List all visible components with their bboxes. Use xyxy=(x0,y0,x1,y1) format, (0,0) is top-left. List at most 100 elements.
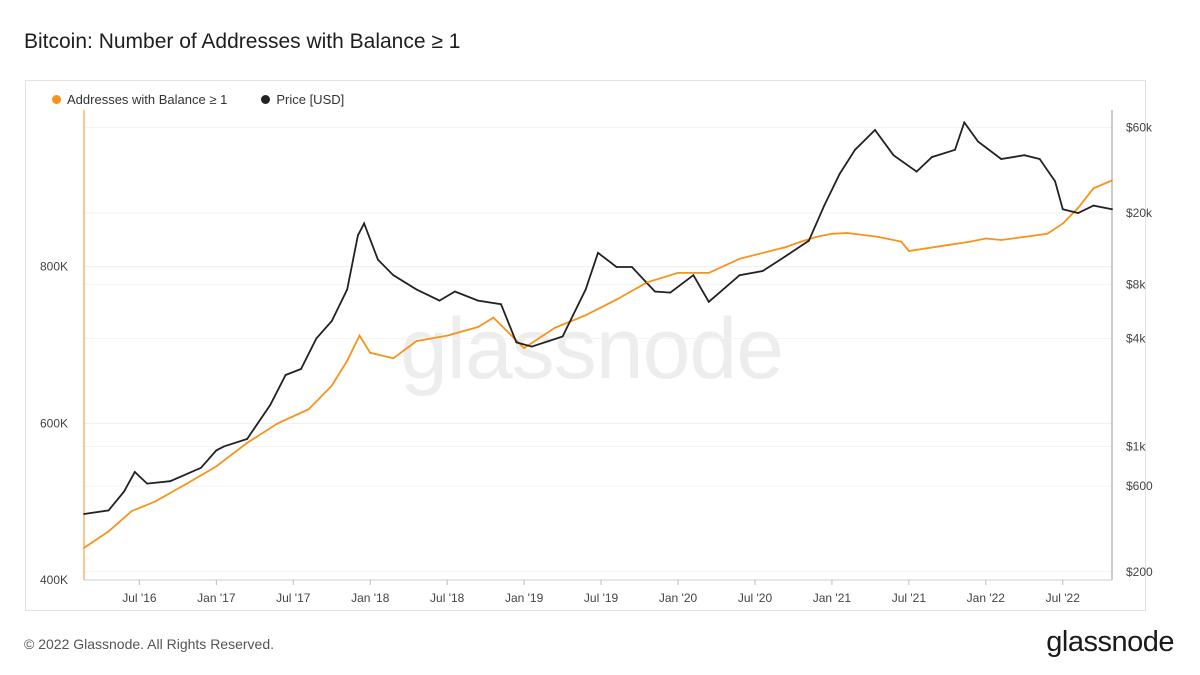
data-point-price xyxy=(107,509,110,512)
data-point-addresses xyxy=(969,240,972,243)
data-point-price xyxy=(1111,208,1113,211)
data-point-addresses xyxy=(1061,222,1064,225)
data-point-price xyxy=(477,299,479,302)
data-point-price xyxy=(133,471,136,473)
data-point-price xyxy=(315,337,318,340)
data-point-addresses xyxy=(784,246,787,248)
x-tick-label: Jul '20 xyxy=(738,591,773,605)
right-tick-label: $200 xyxy=(1126,565,1153,579)
data-point-price xyxy=(669,291,672,294)
data-point-addresses xyxy=(815,236,818,238)
data-point-addresses xyxy=(446,334,449,337)
chart-panel xyxy=(25,80,1146,611)
data-point-addresses xyxy=(392,357,395,360)
right-tick-label: $60k xyxy=(1126,120,1153,134)
right-axis-ticks: $200 $600 $1k $4k $8k $20k $60k xyxy=(1126,120,1153,578)
data-point-price xyxy=(807,239,810,242)
data-point-price xyxy=(146,482,148,485)
data-point-price xyxy=(854,148,856,151)
left-axis-ticks: 400K 600K 800K xyxy=(40,260,68,587)
data-point-addresses xyxy=(358,334,361,337)
data-point-price xyxy=(515,341,518,344)
copyright-text: © 2022 Glassnode. All Rights Reserved. xyxy=(24,636,275,652)
data-point-addresses xyxy=(615,298,618,301)
data-point-price xyxy=(630,266,633,268)
right-tick-label: $600 xyxy=(1126,479,1153,493)
data-point-addresses xyxy=(877,236,879,238)
data-point-addresses xyxy=(523,347,526,350)
data-point-addresses xyxy=(707,272,710,274)
data-point-price xyxy=(597,251,599,254)
data-point-price xyxy=(915,170,918,173)
data-point-price xyxy=(346,288,349,291)
data-point-price xyxy=(874,129,876,131)
data-point-price xyxy=(561,335,564,338)
data-point-addresses xyxy=(907,250,910,252)
chart-title: Bitcoin: Number of Addresses with Balanc… xyxy=(24,30,461,53)
data-point-addresses xyxy=(1092,187,1095,190)
data-point-addresses xyxy=(938,245,941,248)
data-point-price xyxy=(1038,158,1041,160)
data-point-price xyxy=(330,320,333,322)
data-point-price xyxy=(500,303,502,306)
series-points xyxy=(83,121,1113,549)
x-tick-label: Jan '19 xyxy=(505,591,544,605)
data-point-addresses xyxy=(184,483,187,486)
data-point-price xyxy=(977,140,980,143)
data-point-addresses xyxy=(800,240,803,243)
data-point-addresses xyxy=(554,326,556,329)
data-point-addresses xyxy=(277,422,279,425)
chart-legend: Addresses with Balance ≥ 1 Price [USD] xyxy=(52,92,344,107)
data-point-price xyxy=(784,255,787,257)
data-point-price xyxy=(246,438,249,440)
data-point-addresses xyxy=(600,306,602,309)
right-tick-label: $4k xyxy=(1126,331,1146,345)
x-tick-label: Jul '18 xyxy=(430,591,465,605)
data-point-price xyxy=(1092,204,1095,207)
grid-lines xyxy=(84,126,1112,581)
data-point-price xyxy=(738,274,741,277)
data-point-addresses xyxy=(984,237,987,240)
data-point-price xyxy=(415,288,418,291)
data-point-price xyxy=(1023,154,1026,157)
x-axis-ticks: Jul '16 Jan '17 Jul '17 Jan '18 Jul '18 Jan '… xyxy=(122,580,1080,605)
legend-item-addresses[interactable]: Addresses with Balance ≥ 1 xyxy=(52,92,227,107)
data-point-addresses xyxy=(477,326,479,328)
data-point-price xyxy=(584,288,587,291)
x-tick-label: Jan '18 xyxy=(351,591,390,605)
data-point-addresses xyxy=(346,359,349,362)
data-point-price xyxy=(215,449,218,452)
data-point-price xyxy=(838,173,841,175)
data-point-addresses xyxy=(369,351,372,354)
x-tick-label: Jul '19 xyxy=(584,591,619,605)
data-point-price xyxy=(363,222,365,225)
legend-item-price[interactable]: Price [USD] xyxy=(261,92,344,107)
data-point-addresses xyxy=(1023,236,1026,238)
legend-label-price: Price [USD] xyxy=(276,92,345,107)
data-point-price xyxy=(530,345,533,348)
data-point-price xyxy=(1054,180,1056,183)
data-point-price xyxy=(200,466,202,469)
data-point-addresses xyxy=(1046,232,1049,235)
right-tick-label: $1k xyxy=(1126,439,1146,453)
left-tick-label: 400K xyxy=(40,573,68,587)
data-point-price xyxy=(707,300,710,303)
data-point-addresses xyxy=(330,384,333,387)
data-point-addresses xyxy=(754,254,756,256)
data-point-addresses xyxy=(153,500,156,503)
data-point-price xyxy=(1000,158,1003,160)
right-tick-label: $20k xyxy=(1126,206,1153,220)
data-point-price xyxy=(692,274,695,277)
data-point-price xyxy=(357,234,359,237)
data-point-addresses xyxy=(1111,179,1113,182)
data-point-price xyxy=(892,154,895,157)
data-point-addresses xyxy=(415,340,418,342)
data-point-price xyxy=(83,513,85,515)
data-point-price xyxy=(284,374,287,376)
legend-dot-price-icon xyxy=(261,95,271,104)
x-tick-label: Jan '20 xyxy=(659,591,698,605)
right-tick-label: $8k xyxy=(1126,277,1146,291)
data-point-addresses xyxy=(246,442,249,444)
data-point-price xyxy=(963,121,966,124)
left-tick-label: 600K xyxy=(40,416,68,430)
